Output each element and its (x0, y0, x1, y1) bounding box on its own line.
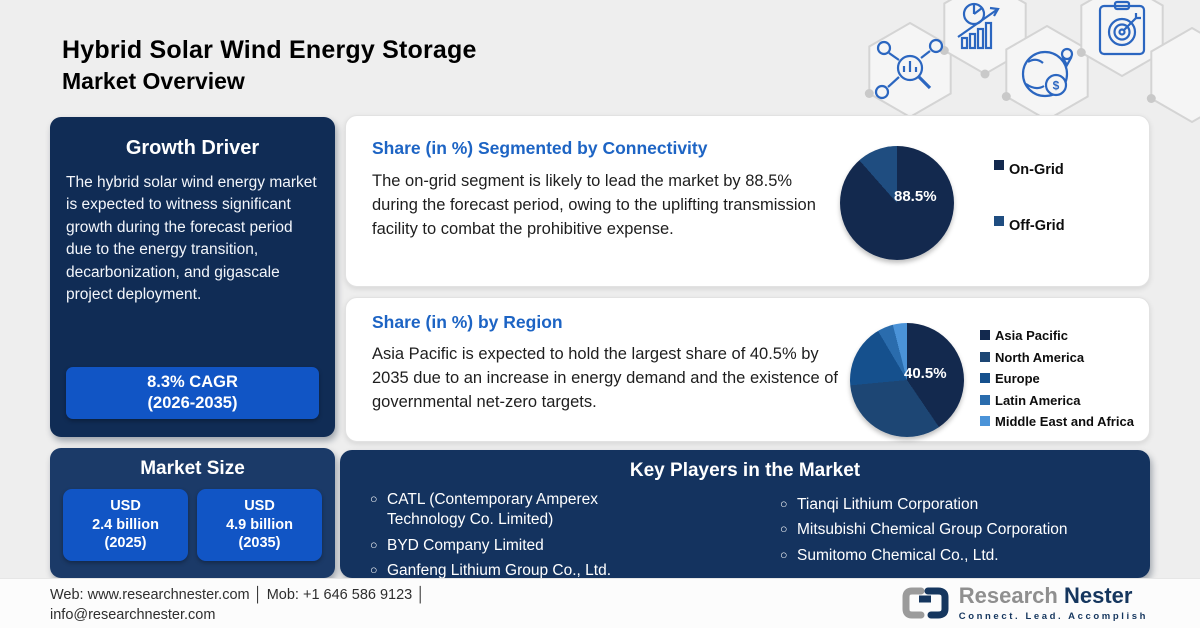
legend-item-on-grid: On-Grid (994, 160, 1065, 178)
footer: Web: www.researchnester.com │ Mob: +1 64… (0, 578, 1200, 628)
middle-east-africa-swatch (980, 416, 990, 426)
connectivity-pie-chart: 88.5% (840, 146, 954, 260)
connectivity-share-card: Share (in %) Segmented by Connectivity T… (345, 115, 1150, 287)
key-players-panel: Key Players in the Market CATL (Contempo… (340, 450, 1150, 579)
connectivity-card-title: Share (in %) Segmented by Connectivity (372, 138, 708, 158)
market-research-icon (874, 38, 944, 100)
growth-analytics-icon (957, 2, 1000, 50)
page-title: Hybrid Solar Wind Energy Storage (62, 36, 477, 64)
off-grid-label: Off-Grid (1009, 218, 1065, 234)
cagr-period: (2026-2035) (147, 394, 238, 412)
key-player-item: Mitsubishi Chemical Group Corporation (780, 520, 1068, 540)
market-size-2035-value: 4.9 billion (226, 516, 293, 533)
key-player-item: Tianqi Lithium Corporation (780, 495, 1068, 515)
contact-line-email: info@researchnester.com (50, 607, 216, 624)
connectivity-pie-label: 88.5% (894, 188, 937, 205)
market-size-2025-year: (2025) (104, 535, 147, 552)
key-players-column-left: CATL (Contemporary Amperex Technology Co… (370, 490, 780, 587)
page-header: Hybrid Solar Wind Energy Storage Market … (62, 36, 477, 95)
europe-swatch (980, 373, 990, 383)
on-grid-label: On-Grid (1009, 162, 1064, 178)
target-plan-icon (1098, 0, 1146, 56)
hexagon-decoration: $ (864, 0, 1200, 124)
north-america-label: North America (995, 349, 1085, 365)
legend-item-europe: Europe (980, 371, 1134, 386)
research-nester-logo: Research Nester Connect. Lead. Accomplis… (901, 584, 1148, 622)
logo-tagline: Connect. Lead. Accomplish (958, 610, 1148, 622)
market-size-2035-year: (2035) (238, 535, 281, 552)
key-players-column-right: Tianqi Lithium Corporation Mitsubishi Ch… (780, 490, 1068, 587)
key-player-item: Ganfeng Lithium Group Co., Ltd. (370, 561, 635, 581)
market-size-2025-value: 2.4 billion (92, 516, 159, 533)
page-subtitle: Market Overview (62, 68, 245, 94)
asia-pacific-swatch (980, 330, 990, 340)
region-legend: Asia Pacific North America Europe Latin … (980, 328, 1134, 429)
contact-line-web-mob: Web: www.researchnester.com │ Mob: +1 64… (50, 587, 426, 603)
market-size-title: Market Size (140, 458, 245, 479)
region-pie-chart: 40.5% (850, 323, 964, 437)
europe-label: Europe (995, 371, 1040, 386)
logo-word-research: Research (958, 582, 1058, 608)
legend-item-middle-east-africa: Middle East and Africa (980, 414, 1134, 429)
market-size-2025-currency: USD (110, 497, 141, 514)
middle-east-africa-label: Middle East and Africa (995, 414, 1134, 429)
growth-driver-panel: Growth Driver The hybrid solar wind ener… (50, 117, 335, 437)
latin-america-label: Latin America (995, 392, 1081, 408)
region-card-body: Asia Pacific is expected to hold the lar… (372, 345, 838, 411)
logo-word-nester: Nester (1063, 582, 1133, 608)
market-size-2035-currency: USD (244, 497, 275, 514)
asia-pacific-label: Asia Pacific (995, 328, 1068, 343)
market-size-2035-badge: USD 4.9 billion (2035) (197, 489, 322, 561)
region-share-card: Share (in %) by Region Asia Pacific is e… (345, 297, 1150, 442)
region-pie-label: 40.5% (904, 365, 947, 382)
contact-info: Web: www.researchnester.com │ Mob: +1 64… (50, 585, 425, 626)
key-player-item: BYD Company Limited (370, 536, 635, 556)
logo-text-block: Research Nester Connect. Lead. Accomplis… (958, 582, 1148, 622)
connectivity-legend: On-Grid Off-Grid (994, 160, 1065, 234)
market-size-panel: Market Size USD 2.4 billion (2025) USD 4… (50, 448, 335, 578)
legend-item-off-grid: Off-Grid (994, 216, 1065, 234)
off-grid-swatch (994, 216, 1004, 226)
svg-text:$: $ (1053, 79, 1060, 93)
growth-driver-body: The hybrid solar wind energy market is e… (66, 174, 317, 304)
cagr-badge: 8.3% CAGR (2026-2035) (66, 367, 319, 419)
chain-link-logo-icon (902, 587, 949, 619)
north-america-swatch (980, 351, 990, 362)
connectivity-card-body: The on-grid segment is likely to lead th… (372, 172, 816, 238)
market-size-values: USD 2.4 billion (2025) USD 4.9 billion (… (63, 489, 322, 561)
legend-item-north-america: North America (980, 350, 1134, 365)
key-player-item: Sumitomo Chemical Co., Ltd. (780, 546, 1068, 566)
on-grid-swatch (994, 160, 1004, 170)
latin-america-swatch (980, 394, 990, 405)
market-size-2025-badge: USD 2.4 billion (2025) (63, 489, 188, 561)
key-players-columns: CATL (Contemporary Amperex Technology Co… (370, 490, 1120, 587)
global-market-icon: $ (1021, 47, 1074, 98)
key-player-item: CATL (Contemporary Amperex Technology Co… (370, 490, 635, 531)
growth-driver-title: Growth Driver (125, 137, 260, 159)
key-players-title: Key Players in the Market (629, 460, 861, 481)
legend-item-latin-america: Latin America (980, 393, 1134, 408)
logo-wordmark: Research Nester (958, 582, 1148, 608)
region-card-title: Share (in %) by Region (372, 312, 563, 332)
cagr-value: 8.3% CAGR (147, 373, 238, 392)
legend-item-asia-pacific: Asia Pacific (980, 328, 1134, 343)
